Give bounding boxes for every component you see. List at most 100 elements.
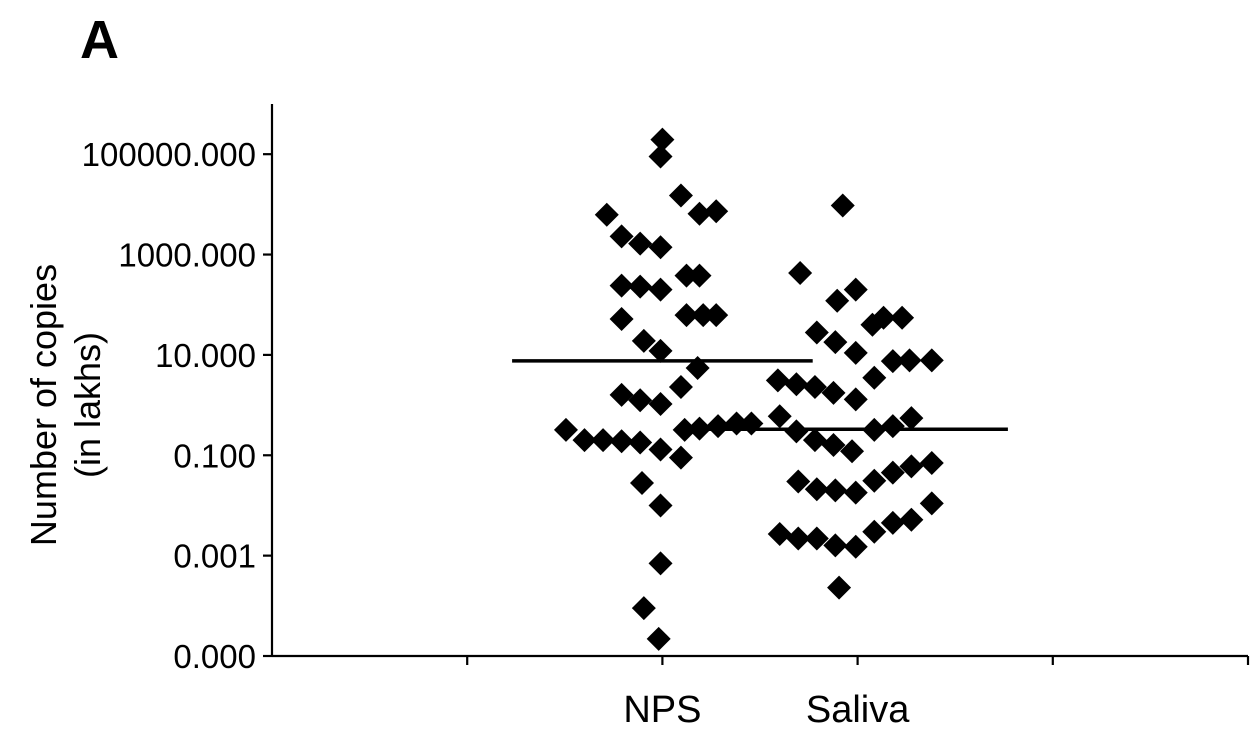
data-point: [919, 348, 944, 373]
data-point: [843, 277, 868, 302]
y-axis-title-line-2: (in lakhs): [67, 332, 108, 478]
data-point: [609, 429, 634, 454]
data-point: [784, 372, 809, 397]
x-category-label: Saliva: [806, 689, 910, 730]
data-point: [674, 303, 699, 328]
data-point: [843, 480, 868, 505]
data-point: [668, 183, 693, 208]
data-point: [672, 417, 697, 442]
data-point: [631, 328, 656, 353]
data-point: [802, 374, 827, 399]
data-point: [687, 416, 712, 441]
data-point: [553, 417, 578, 442]
data-point: [823, 478, 848, 503]
data-point: [821, 433, 846, 458]
data-point: [880, 460, 905, 485]
data-point: [862, 365, 887, 390]
data-point: [899, 454, 924, 479]
x-category-label: NPS: [623, 689, 701, 730]
data-point: [862, 468, 887, 493]
data-point: [767, 521, 792, 546]
axes: [270, 104, 1248, 658]
y-tick-label: 0.000: [173, 638, 256, 675]
median-lines: [512, 359, 1008, 432]
data-point: [860, 312, 885, 337]
data-point: [648, 235, 673, 260]
data-point: [843, 387, 868, 412]
y-tick-label: 1000.000: [118, 237, 256, 274]
data-point: [591, 428, 616, 453]
data-point: [899, 507, 924, 532]
y-tick-label: 10.000: [155, 337, 256, 374]
data-point: [609, 224, 634, 249]
data-point: [862, 519, 887, 544]
data-points: [553, 127, 944, 651]
ticks: [263, 153, 1250, 665]
data-point: [668, 374, 693, 399]
data-point: [880, 414, 905, 439]
data-point: [609, 382, 634, 407]
data-point: [919, 491, 944, 516]
data-point: [786, 526, 811, 551]
data-point: [823, 330, 848, 355]
data-point: [827, 575, 852, 600]
data-point: [648, 551, 673, 576]
data-point: [830, 193, 855, 218]
data-point: [648, 277, 673, 302]
data-point: [843, 340, 868, 365]
data-point: [609, 306, 634, 331]
data-point: [628, 274, 653, 299]
data-point: [765, 368, 790, 393]
data-point: [628, 388, 653, 413]
data-point: [704, 303, 729, 328]
data-point: [687, 201, 712, 226]
tick-labels: 0.000 0.001 0.100 10.000 1000.000 100000.000 N…: [82, 136, 911, 730]
data-point: [648, 437, 673, 462]
data-point: [687, 263, 712, 288]
data-point: [784, 419, 809, 444]
data-point: [804, 526, 829, 551]
data-point: [648, 338, 673, 363]
panel-label: A: [80, 10, 119, 70]
data-point: [825, 288, 850, 313]
data-point: [880, 349, 905, 374]
data-point: [767, 404, 792, 429]
data-point: [919, 451, 944, 476]
data-point: [786, 469, 811, 494]
y-tick-label: 100000.000: [82, 136, 256, 173]
data-point: [804, 320, 829, 345]
data-point: [650, 127, 675, 152]
data-point: [821, 380, 846, 405]
y-axis-title: Number of copies (in lakhs): [23, 264, 108, 546]
data-point: [594, 202, 619, 227]
data-point: [646, 626, 671, 651]
data-point: [840, 439, 865, 464]
data-point: [704, 199, 729, 224]
data-point: [843, 534, 868, 559]
data-point: [739, 411, 764, 436]
data-point: [804, 477, 829, 502]
data-point: [724, 411, 749, 436]
data-point: [685, 355, 710, 380]
data-point: [609, 273, 634, 298]
data-point: [890, 305, 915, 330]
data-point: [628, 430, 653, 455]
y-tick-label: 0.100: [173, 437, 256, 474]
data-point: [674, 263, 699, 288]
data-point: [630, 471, 655, 496]
data-point: [691, 303, 716, 328]
data-point: [572, 428, 597, 453]
data-point: [897, 348, 922, 373]
y-tick-label: 0.001: [173, 538, 256, 575]
data-point: [788, 260, 813, 285]
data-point: [823, 533, 848, 558]
data-point: [862, 417, 887, 442]
data-point: [802, 428, 827, 453]
data-point: [631, 596, 656, 621]
y-axis-title-line-1: Number of copies: [23, 264, 64, 546]
data-point: [880, 510, 905, 535]
data-point: [648, 144, 673, 169]
data-point: [899, 406, 924, 431]
data-point: [628, 231, 653, 256]
